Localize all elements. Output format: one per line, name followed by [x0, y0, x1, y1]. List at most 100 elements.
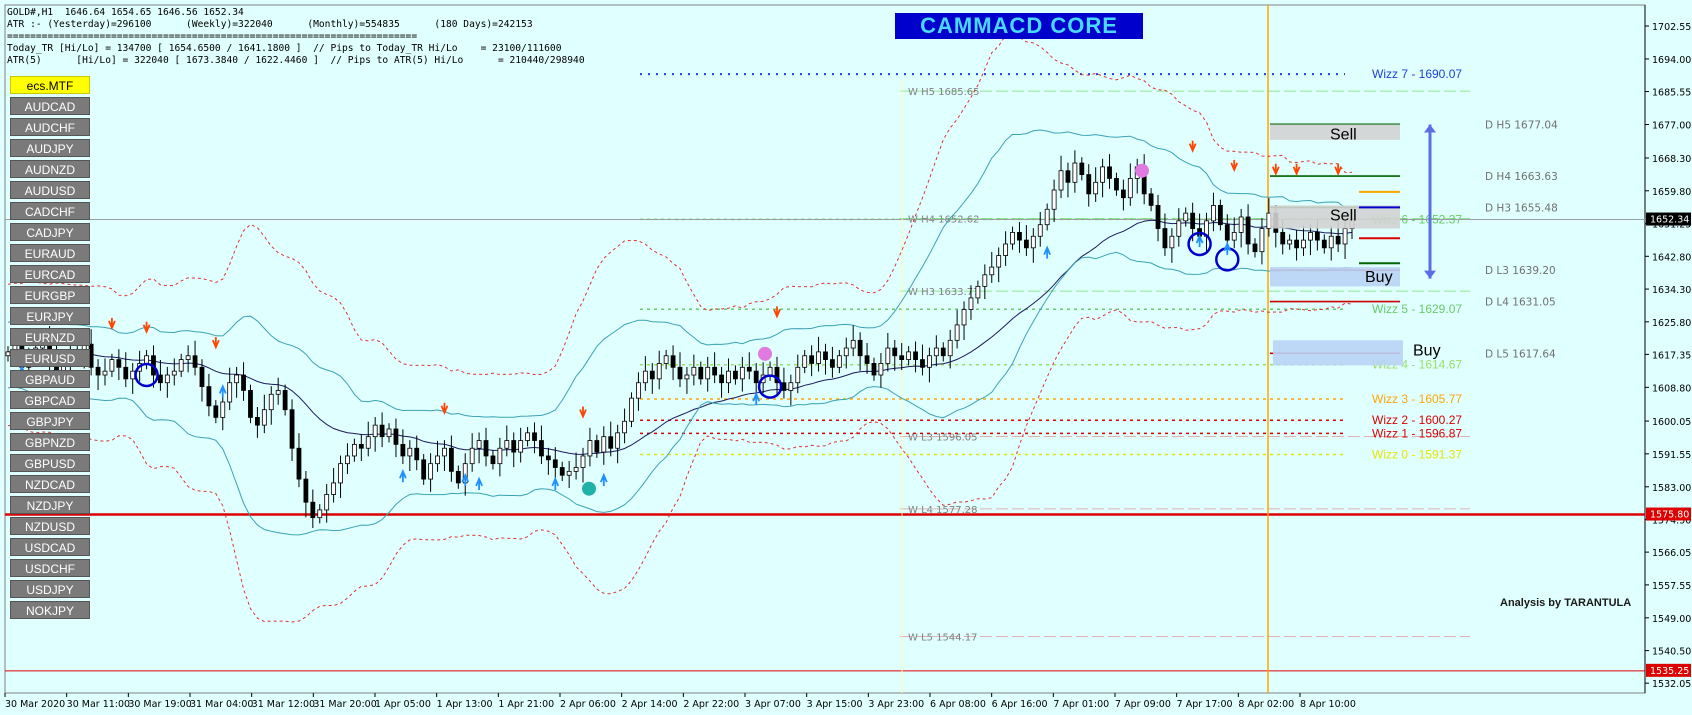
candle-body [1030, 235, 1036, 249]
candle-body [1224, 224, 1230, 241]
candle-body [954, 324, 960, 341]
symbol-button-usdchf[interactable]: USDCHF [10, 559, 90, 577]
x-tick-label: 30 Mar 19:00 [128, 699, 191, 710]
candle-body [95, 366, 101, 376]
y-tick-label: 1574.50 [1652, 516, 1691, 527]
symbol-button-eurnzd[interactable]: EURNZD [10, 328, 90, 346]
candle-body [275, 390, 281, 395]
x-tick-label: 30 Mar 2020 [5, 699, 65, 710]
candle-body [469, 447, 475, 465]
symbol-button-eurjpy[interactable]: EURJPY [10, 307, 90, 325]
symbol-button-gbpcad[interactable]: GBPCAD [10, 391, 90, 409]
signal-zone-label: Sell [1330, 126, 1357, 143]
symbol-button-gbpusd[interactable]: GBPUSD [10, 454, 90, 472]
symbol-button-usdcad[interactable]: USDCAD [10, 538, 90, 556]
wizz-level-label: Wizz 3 - 1605.77 [1372, 392, 1462, 406]
symbol-button-euraud[interactable]: EURAUD [10, 244, 90, 262]
symbol-button-audnzd[interactable]: AUDNZD [10, 160, 90, 178]
wizz-level-label: Wizz 5 - 1629.07 [1372, 302, 1462, 316]
candle-body [206, 386, 212, 407]
symbol-button-nokjpy[interactable]: NOKJPY [10, 601, 90, 619]
candle-body [726, 370, 731, 384]
daily-level-label: D H5 1677.04 [1485, 119, 1558, 131]
candle-body [1231, 232, 1237, 241]
symbol-button-nzdjpy[interactable]: NZDJPY [10, 496, 90, 514]
x-tick-label: 3 Apr 07:00 [745, 699, 801, 710]
candle-body [317, 509, 323, 519]
candle-body [158, 374, 163, 384]
symbol-button-gbpaud[interactable]: GBPAUD [10, 370, 90, 388]
candle-body [836, 355, 842, 368]
price-marker-label: 1575.80 [1650, 510, 1689, 521]
candle-body [490, 455, 496, 465]
symbol-button-eurcad[interactable]: EURCAD [10, 265, 90, 283]
candle-body [615, 432, 621, 449]
candle-body [843, 347, 849, 357]
symbol-button-gbpnzd[interactable]: GBPNZD [10, 433, 90, 451]
candle-body [885, 347, 891, 364]
y-tick-label: 1634.30 [1652, 285, 1691, 296]
candle-body [518, 440, 524, 453]
candle-body [788, 382, 794, 391]
symbol-button-ecs-mtf[interactable]: ecs.MTF [10, 76, 90, 94]
candle-body [296, 447, 302, 480]
sell-arrow-icon [142, 321, 151, 335]
cammacd-core-title: CAMMACD CORE [895, 13, 1143, 39]
symbol-button-usdjpy[interactable]: USDJPY [10, 580, 90, 598]
candle-body [386, 428, 392, 438]
envelope-lower [7, 302, 1353, 623]
candle-body [691, 366, 697, 376]
symbol-button-audjpy[interactable]: AUDJPY [10, 139, 90, 157]
candle-body [927, 355, 932, 368]
candle-body [1017, 232, 1022, 241]
symbol-button-cadchf[interactable]: CADCHF [10, 202, 90, 220]
symbol-button-nzdcad[interactable]: NZDCAD [10, 475, 90, 493]
candle-body [220, 401, 226, 418]
candle-body [1217, 205, 1223, 226]
x-tick-label: 31 Mar 04:00 [190, 699, 253, 710]
symbol-button-audusd[interactable]: AUDUSD [10, 181, 90, 199]
candle-body [947, 339, 953, 357]
symbol-button-eurusd[interactable]: EURUSD [10, 349, 90, 367]
candle-body [164, 374, 170, 384]
symbol-button-cadjpy[interactable]: CADJPY [10, 223, 90, 241]
candle-body [878, 363, 884, 376]
x-tick-label: 6 Apr 16:00 [992, 699, 1048, 710]
candle-body [358, 443, 364, 449]
candle-body [913, 351, 918, 360]
pink-signal-dot [758, 346, 772, 361]
weekly-level-label: W L4 1577.28 [908, 505, 978, 516]
y-tick-label: 1583.00 [1652, 483, 1691, 494]
x-tick-label: 8 Apr 02:00 [1238, 699, 1294, 710]
y-tick-label: 1608.80 [1652, 383, 1691, 394]
candle-body [372, 424, 378, 438]
candle-body [719, 374, 724, 384]
candle-body [539, 440, 544, 457]
candle-body [1252, 243, 1258, 253]
teal-signal-dot [582, 481, 596, 496]
symbol-button-audcad[interactable]: AUDCAD [10, 97, 90, 115]
weekly-level-label: W L3 1596.05 [908, 432, 978, 443]
candle-body [448, 447, 454, 472]
symbol-button-nzdusd[interactable]: NZDUSD [10, 517, 90, 535]
candle-body [511, 440, 517, 453]
candle-body [144, 355, 149, 364]
candle-body [871, 363, 877, 376]
candle-body [940, 347, 946, 357]
symbol-button-eurgbp[interactable]: EURGBP [10, 286, 90, 304]
buy-arrow-icon [551, 476, 560, 490]
signal-circle [1187, 231, 1212, 257]
candle-body [587, 440, 593, 457]
candle-body [552, 459, 558, 468]
candle-body [310, 501, 316, 519]
symbol-button-gbpjpy[interactable]: GBPJPY [10, 412, 90, 430]
candle-body [642, 370, 648, 384]
candle-body [684, 374, 690, 380]
candle-body [850, 339, 856, 349]
sell-arrow-icon [108, 317, 116, 331]
symbol-button-audchf[interactable]: AUDCHF [10, 118, 90, 136]
sell-arrow-icon [440, 402, 449, 415]
x-tick-label: 6 Apr 08:00 [930, 699, 986, 710]
